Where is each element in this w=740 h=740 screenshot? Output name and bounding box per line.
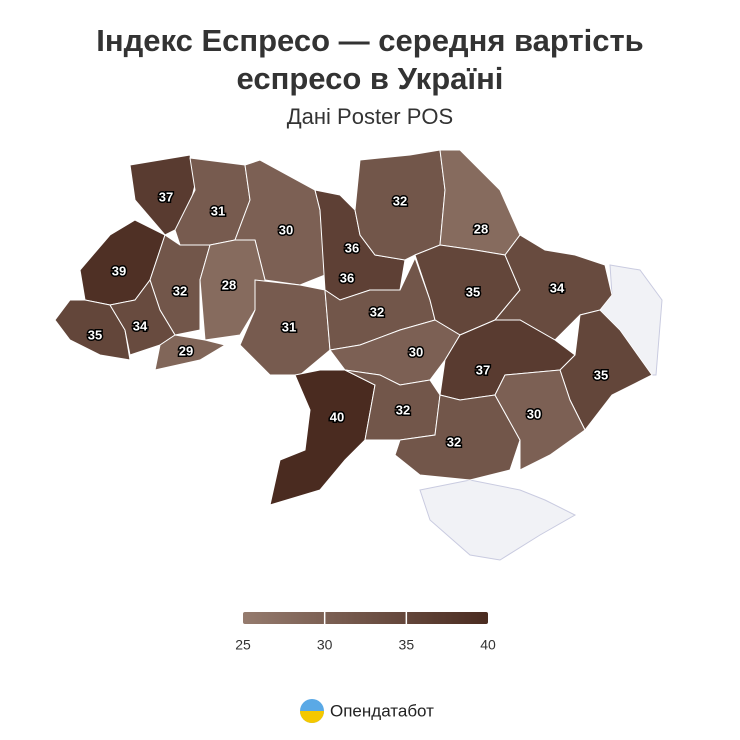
region-label: 37 bbox=[159, 189, 173, 204]
region-label: 35 bbox=[594, 367, 608, 382]
region-label: 37 bbox=[476, 362, 490, 377]
region-label: 36 bbox=[340, 270, 354, 285]
region bbox=[559, 309, 653, 431]
region-label: 36 bbox=[345, 240, 359, 255]
region bbox=[439, 149, 521, 256]
no-data-area bbox=[419, 479, 577, 561]
colorbar bbox=[243, 612, 488, 624]
colorbar-tick-label: 35 bbox=[399, 637, 415, 653]
region-label: 31 bbox=[211, 203, 225, 218]
region-label: 30 bbox=[409, 344, 423, 359]
colorbar-tick-label: 25 bbox=[235, 637, 251, 653]
region-label: 28 bbox=[474, 221, 488, 236]
region-label: 30 bbox=[279, 222, 293, 237]
region-label: 31 bbox=[282, 319, 296, 334]
title: Індекс Еспресо — середня вартість еспрес… bbox=[96, 23, 644, 96]
region-label: 32 bbox=[173, 283, 187, 298]
region-label: 32 bbox=[447, 434, 461, 449]
region-label: 34 bbox=[550, 280, 565, 295]
colorbar-tick-label: 40 bbox=[480, 637, 496, 653]
region bbox=[394, 394, 521, 481]
brand: Опендатабот bbox=[330, 701, 434, 720]
region-label: 29 bbox=[179, 343, 193, 358]
colorbar-tick-label: 30 bbox=[317, 637, 333, 653]
region-label: 32 bbox=[370, 304, 384, 319]
region-label: 28 bbox=[222, 277, 236, 292]
region-label: 32 bbox=[393, 193, 407, 208]
region bbox=[154, 334, 227, 371]
region-label: 39 bbox=[112, 263, 126, 278]
region bbox=[269, 369, 376, 506]
subtitle: Дані Poster POS bbox=[286, 104, 454, 129]
region-label: 40 bbox=[330, 409, 344, 424]
region-label: 30 bbox=[527, 406, 541, 421]
logo-half bbox=[300, 711, 324, 723]
region-label: 35 bbox=[466, 284, 480, 299]
region-label: 34 bbox=[133, 318, 148, 333]
region bbox=[314, 189, 406, 301]
region bbox=[494, 369, 586, 471]
region-label: 35 bbox=[88, 327, 102, 342]
region-label: 32 bbox=[396, 402, 410, 417]
